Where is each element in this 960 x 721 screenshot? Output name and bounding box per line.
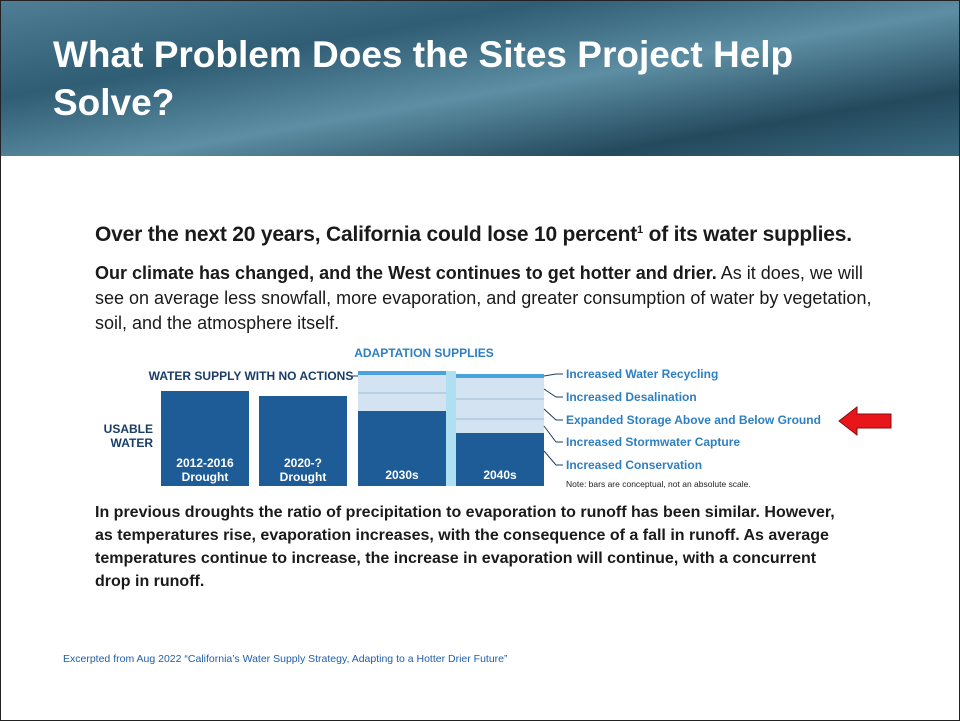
bar-label: 2020-?	[284, 456, 322, 470]
title: What Problem Does the Sites Project Help…	[53, 34, 794, 123]
bar	[161, 391, 249, 486]
body-text: In previous droughts the ratio of precip…	[95, 504, 835, 590]
legend-label: Increased Desalination	[566, 390, 697, 404]
bar-label: 2030s	[385, 468, 419, 482]
headline: Over the next 20 years, California could…	[95, 223, 852, 247]
source: Excerpted from Aug 2022 “California’s Wa…	[63, 653, 508, 665]
usable-label: USABLE	[104, 422, 153, 436]
headline-text: Over the next 20 years, California could…	[95, 223, 638, 246]
bar	[259, 396, 347, 486]
header-band	[1, 1, 959, 156]
legend-label: Expanded Storage Above and Below Ground	[566, 413, 821, 427]
headline-text: of its water supplies.	[642, 223, 853, 246]
recycling-band	[456, 374, 544, 378]
bar	[456, 433, 544, 486]
footnote-mark: 1	[637, 224, 643, 236]
bar-label: Drought	[280, 470, 327, 484]
legend-label: Increased Stormwater Capture	[566, 435, 740, 449]
bar-label: 2040s	[483, 468, 517, 482]
bar-label: Drought	[182, 470, 229, 484]
intro: Our climate has changed, and the West co…	[95, 261, 885, 336]
bar-label: 2012-2016	[176, 456, 234, 470]
recycling-band	[358, 371, 446, 375]
red-arrow	[838, 405, 892, 437]
gap-strip	[446, 371, 456, 486]
connectors	[543, 373, 563, 466]
intro-bold: Our climate has changed, and the West co…	[95, 263, 717, 283]
usable-label: WATER	[111, 436, 154, 450]
no-action-title: WATER SUPPLY WITH NO ACTIONS	[149, 369, 354, 383]
note: Note: bars are conceptual, not an absolu…	[566, 479, 751, 489]
legend-label: Increased Conservation	[566, 458, 702, 472]
intro-text: As it does, we will see on average less …	[95, 263, 872, 333]
bar	[358, 411, 446, 486]
adaptation-title: ADAPTATION SUPPLIES	[354, 346, 494, 360]
legend-label: Increased Water Recycling	[566, 367, 718, 381]
